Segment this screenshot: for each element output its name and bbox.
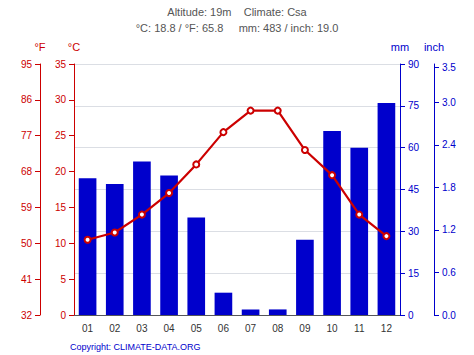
svg-text:2.4: 2.4 [442,139,456,150]
svg-text:15: 15 [55,202,67,213]
svg-text:45: 45 [408,184,420,195]
svg-text:07: 07 [245,323,257,334]
svg-text:77: 77 [21,130,33,141]
svg-text:01: 01 [82,323,94,334]
svg-text:0: 0 [60,310,66,321]
svg-text:90: 90 [408,59,420,70]
svg-text:06: 06 [218,323,230,334]
svg-text:32: 32 [21,310,33,321]
svg-text:15: 15 [408,268,420,279]
svg-text:Copyright: CLIMATE-DATA.ORG: Copyright: CLIMATE-DATA.ORG [70,342,201,352]
svg-text:35: 35 [55,59,67,70]
svg-text:Altitude: 19m Climate: Csa: Altitude: 19m Climate: Csa [167,6,307,18]
svg-text:1.8: 1.8 [442,182,456,193]
svg-text:0.6: 0.6 [442,267,456,278]
svg-text:59: 59 [21,202,33,213]
svg-text:inch: inch [424,41,444,53]
svg-text:04: 04 [164,323,176,334]
svg-text:3.5: 3.5 [442,62,456,73]
svg-text:30: 30 [408,226,420,237]
svg-text:11: 11 [354,323,365,334]
svg-text:50: 50 [21,238,33,249]
svg-text:°C: 18.8 / °F: 65.8 mm: 48: °C: 18.8 / °F: 65.8 mm: 483 / inch: 19.0 [136,22,339,34]
svg-text:09: 09 [299,323,311,334]
svg-text:3.0: 3.0 [442,97,456,108]
svg-text:20: 20 [55,166,67,177]
svg-text:68: 68 [21,166,33,177]
svg-text:05: 05 [191,323,203,334]
svg-text:02: 02 [109,323,121,334]
svg-text:75: 75 [408,100,420,111]
svg-text:10: 10 [327,323,339,334]
svg-text:25: 25 [55,130,67,141]
svg-text:0.0: 0.0 [442,310,456,321]
svg-text:95: 95 [21,59,33,70]
svg-text:0: 0 [408,310,414,321]
svg-text:03: 03 [136,323,148,334]
svg-text:°C: °C [68,41,80,53]
svg-text:60: 60 [408,142,420,153]
svg-text:86: 86 [21,94,33,105]
svg-text:12: 12 [381,323,393,334]
svg-text:08: 08 [272,323,284,334]
svg-text:5: 5 [60,274,66,285]
svg-text:1.2: 1.2 [442,224,456,235]
svg-text:10: 10 [55,238,67,249]
svg-text:°F: °F [34,41,45,53]
svg-text:41: 41 [21,274,33,285]
svg-text:30: 30 [55,94,67,105]
svg-text:mm: mm [391,41,409,53]
